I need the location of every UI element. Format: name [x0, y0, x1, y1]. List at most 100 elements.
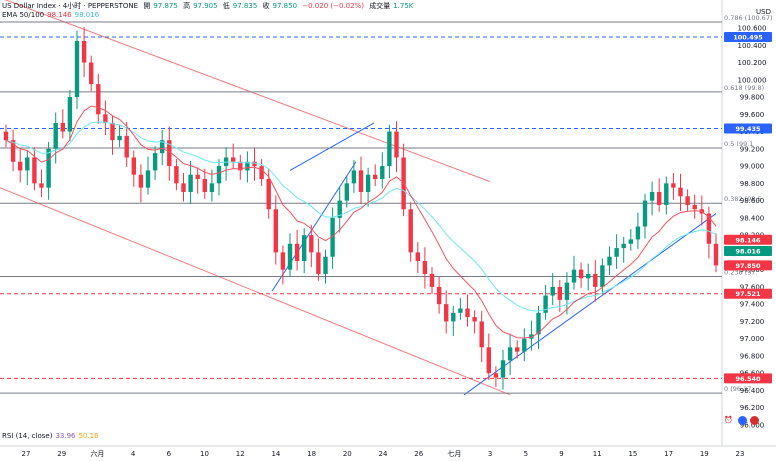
candle-body [117, 135, 122, 141]
candle-body [103, 114, 108, 123]
ema-legend[interactable]: EMA 50/100 98.146 98.016 [2, 11, 102, 20]
change-value: −0.020 (−0.02%) [302, 2, 364, 10]
ema-50-line [5, 105, 717, 339]
candle-body [131, 157, 136, 175]
candle-body [330, 217, 335, 257]
fib-label: 0.382 (98.5 [724, 195, 762, 203]
price-tag-bg [724, 32, 772, 43]
channel-blue-upper [289, 122, 375, 171]
candle-body [46, 148, 51, 188]
candle-body [507, 347, 513, 361]
candle-body [664, 183, 669, 205]
clock-icon[interactable]: ⏰ [724, 416, 733, 424]
channel-upper-line [4, 0, 491, 183]
ema-label: EMA 50/100 [2, 11, 45, 19]
candle-body [32, 157, 37, 184]
price-tick-label: 98.600 [740, 197, 765, 205]
candle-body [351, 170, 357, 184]
candle-body [493, 373, 499, 378]
price-tick-label: 100.000 [738, 76, 767, 84]
price-tick-label: 100.200 [738, 59, 767, 67]
candle-body [259, 166, 264, 180]
candle-body [252, 161, 257, 167]
time-tick-label: 14 [271, 450, 280, 458]
low-label: 低 [222, 2, 230, 10]
candle-body [678, 187, 683, 197]
currency-label[interactable]: USD [756, 8, 771, 16]
close-value: 97.850 [272, 2, 298, 10]
candle-body [309, 235, 314, 253]
candle-body [202, 179, 207, 192]
candles [3, 27, 719, 390]
candle-body [96, 84, 101, 115]
price-tag-bg [724, 288, 772, 299]
symbol-label[interactable]: US Dollar Index · 4小时 · PEPPERSTONE [2, 2, 139, 10]
time-tick-label: 27 [22, 450, 31, 458]
price-tag-label: 98.146 [735, 236, 761, 244]
candle-body [138, 174, 144, 188]
candle-body [429, 273, 435, 287]
price-tick-label: 99.800 [740, 94, 765, 102]
candle-body [458, 308, 463, 313]
time-axis[interactable]: 27 29 六月 4 6 10 12 14 18 20 24 26 七月 3 5 9 11 15 17 19 23 [22, 449, 745, 458]
price-tick-label: 96.000 [740, 422, 765, 430]
price-tag-label: 97.850 [735, 262, 761, 270]
price-tag-label: 98.016 [735, 248, 761, 256]
trend-channels [0, 0, 717, 396]
candle-body [152, 153, 158, 171]
ema-100-value: 98.016 [74, 11, 100, 19]
rsi-value: 33.96 [55, 432, 76, 440]
candle-body [444, 304, 449, 322]
candle-body [415, 252, 420, 262]
fib-levels: 0.786 (100.67) 0.618 (99.8) 0.5 (99.1 0.382… [0, 14, 773, 394]
ema-lines [5, 105, 717, 339]
candle-body [649, 191, 655, 201]
candle-body [238, 161, 243, 171]
open-value: 97.875 [153, 2, 178, 10]
price-tag-label: 97.521 [735, 290, 761, 298]
candle-body [564, 282, 570, 300]
candle-body [67, 97, 73, 132]
time-tick-label: 4 [131, 450, 136, 458]
candle-body [586, 273, 591, 279]
time-tick-label: 11 [593, 450, 602, 458]
open-label: 開 [143, 2, 151, 10]
flag-icon[interactable] [750, 416, 759, 425]
candle-body [578, 269, 584, 279]
candle-body [543, 295, 548, 313]
high-value: 97.905 [193, 2, 218, 10]
flag-icon[interactable] [738, 416, 747, 425]
price-tick-label: 97.000 [740, 335, 765, 343]
candle-body [387, 131, 392, 167]
candle-body [685, 196, 690, 205]
price-tick-label: 100.400 [738, 42, 767, 50]
price-tag-label: 99.435 [735, 125, 761, 133]
candle-body [628, 239, 633, 244]
fib-label: 0.786 (100.67) [724, 14, 773, 22]
rsi-legend[interactable]: RSI (14, close) 33.96 50.16 [2, 432, 102, 441]
price-tick-label: 99.600 [740, 111, 765, 119]
price-tag-bg [724, 123, 772, 134]
candle-body [160, 140, 165, 154]
candle-body [394, 131, 399, 158]
candle-body [145, 170, 151, 188]
time-tick-label: 17 [664, 450, 673, 458]
candle-body [124, 135, 129, 158]
candle-body [344, 183, 349, 201]
price-tick-label: 96.400 [740, 387, 765, 395]
candle-body [472, 317, 477, 322]
price-tick-label: 100.600 [738, 25, 767, 33]
time-tick-label: 23 [736, 450, 745, 458]
chart-grid [0, 0, 776, 447]
candle-body [657, 191, 662, 205]
chart-legend: US Dollar Index · 4小时 · PEPPERSTONE 開 97.… [2, 2, 416, 11]
candle-body [18, 161, 23, 171]
price-tag-bg [724, 234, 772, 245]
price-tick-label: 98.400 [740, 214, 765, 222]
candle-body [614, 248, 619, 257]
candle-body [195, 174, 200, 180]
candle-body [529, 334, 534, 339]
candle-body [500, 360, 506, 378]
time-tick-label: 12 [236, 450, 245, 458]
